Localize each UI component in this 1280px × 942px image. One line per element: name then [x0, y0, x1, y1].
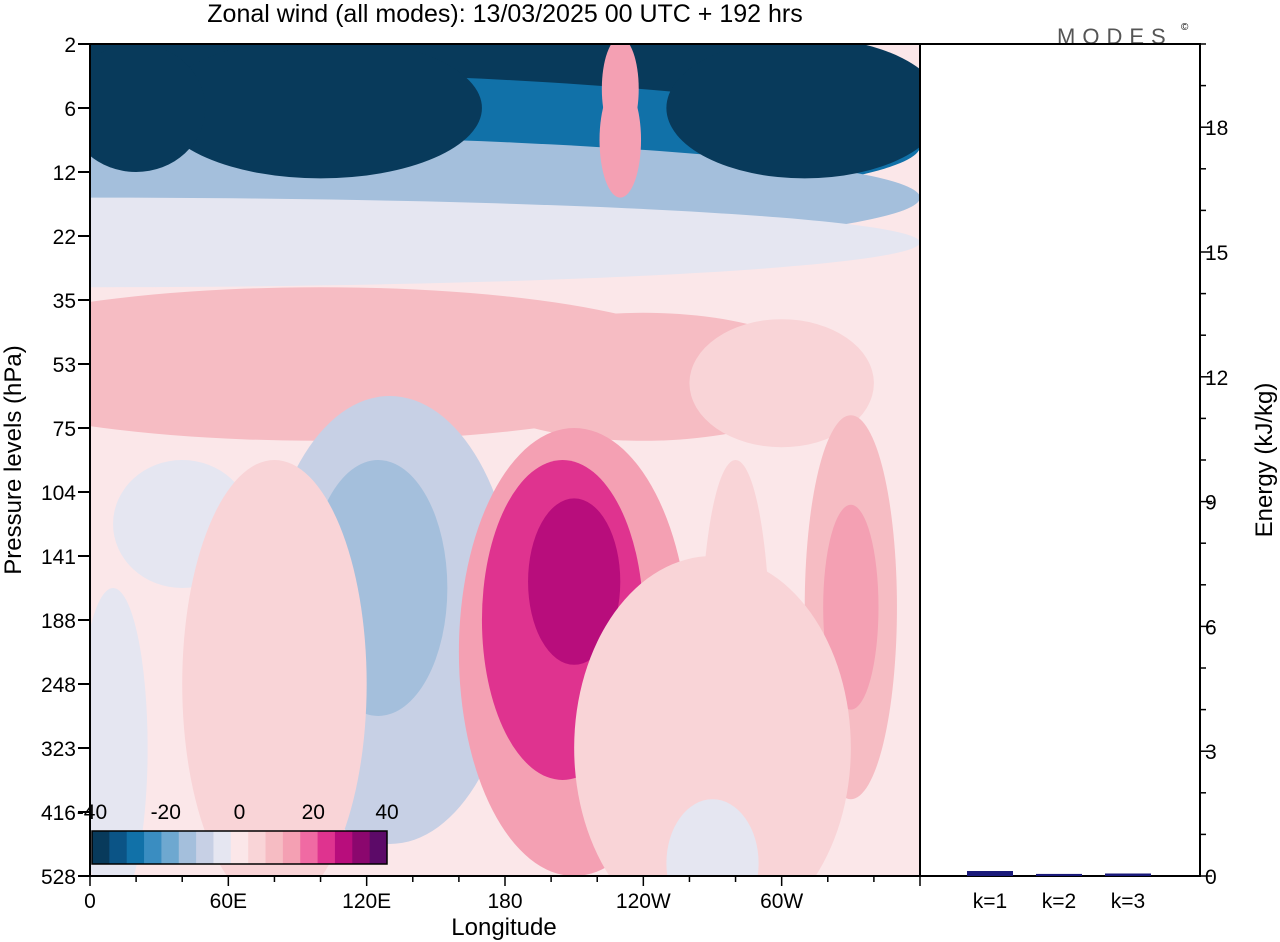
chart-title: Zonal wind (all modes): 13/03/2025 00 UT…: [207, 0, 802, 28]
longitude-tick-label: 120E: [342, 890, 391, 913]
colorbar-tick-label: -40: [77, 801, 107, 824]
pressure-tick-label: 35: [53, 290, 76, 313]
colorbar-tick-label: 40: [375, 801, 398, 824]
wind-region-17: [528, 498, 621, 665]
longitude-tick-label: 180: [487, 890, 522, 913]
colorbar-swatch: [178, 831, 197, 864]
pressure-axis-label: Pressure levels (hPa): [0, 345, 27, 574]
longitude-tick-label: 60W: [760, 890, 803, 913]
longitude-axis-label: Longitude: [451, 914, 556, 941]
pressure-tick-label: 2: [64, 34, 76, 57]
energy-tick-label: 9: [1205, 492, 1217, 515]
energy-panel-frame: [919, 43, 1201, 877]
pressure-tick-label: 188: [41, 610, 76, 633]
energy-bar-k2: [1036, 873, 1082, 876]
pressure-tick-label: 104: [41, 482, 76, 505]
colorbar-tick-label: 0: [234, 801, 246, 824]
energy-tick-label: 18: [1205, 117, 1228, 140]
colorbar-swatch: [92, 831, 110, 864]
energy-axis: 0 3 6 9 12 15 18: [1200, 43, 1228, 889]
wind-region-22: [574, 556, 851, 876]
colorbar-swatch: [161, 831, 180, 864]
svg-text:©: ©: [1181, 22, 1189, 33]
colorbar-swatch: [352, 831, 371, 864]
colorbar-swatch: [265, 831, 284, 864]
colorbar-tick-label: 20: [302, 801, 325, 824]
wind-region-5: [666, 44, 920, 179]
wind-region-21: [182, 460, 367, 876]
wind-region-8: [599, 82, 642, 198]
energy-category-label: k=2: [1042, 890, 1076, 913]
colorbar-swatch: [196, 831, 214, 864]
colorbar-swatch: [213, 831, 232, 864]
wind-contour-field: [90, 44, 920, 876]
colorbar-swatch: [126, 831, 145, 864]
energy-category-label: k=3: [1111, 890, 1145, 913]
colorbar-swatch: [369, 831, 388, 864]
energy-bar-k3: [1105, 873, 1151, 876]
colorbar-swatch: [282, 831, 301, 864]
colorbar-swatch: [334, 831, 353, 864]
energy-axis-label: Energy (kJ/kg): [1251, 383, 1278, 538]
wind-region-4: [159, 44, 482, 179]
pressure-tick-label: 12: [53, 162, 76, 185]
energy-tick-label: 6: [1205, 616, 1217, 639]
colorbar-swatch: [300, 831, 319, 864]
wind-region-3: [90, 197, 920, 288]
longitude-tick-label: 120W: [616, 890, 671, 913]
colorbar-swatch: [317, 831, 336, 864]
colorbar-tick-label: -20: [151, 801, 181, 824]
energy-tick-label: 3: [1205, 741, 1217, 764]
energy-tick-label: 15: [1205, 242, 1228, 265]
pressure-tick-label: 22: [53, 226, 76, 249]
colorbar-legend: -40 -20 0 20 40: [77, 801, 399, 865]
wind-region-19: [823, 504, 879, 710]
energy-tick-label: 12: [1205, 367, 1228, 390]
wind-region-24: [90, 588, 148, 876]
longitude-tick-label: 0: [84, 890, 96, 913]
colorbar-swatch: [248, 831, 267, 864]
wind-region-6: [90, 44, 206, 172]
wind-region-23: [666, 799, 759, 876]
energy-category-label: k=1: [973, 890, 1007, 913]
colorbar-swatch: [230, 831, 249, 864]
longitude-tick-label: 60E: [210, 890, 247, 913]
wind-region-11: [689, 319, 874, 448]
pressure-tick-label: 323: [41, 738, 76, 761]
pressure-tick-label: 528: [41, 866, 76, 889]
colorbar-swatch: [109, 831, 128, 864]
longitude-axis: 0 60E 120E 180 120W 60W: [84, 876, 921, 913]
colorbar-border: [91, 830, 388, 865]
pressure-tick-label: 53: [53, 354, 76, 377]
pressure-axis: 2 6 12 22 35 53 75 104 141 188 248 323 416 528: [41, 34, 90, 889]
energy-bars: k=1 k=2 k=3: [967, 871, 1151, 913]
energy-bar-k1: [967, 871, 1013, 876]
colorbar-swatch: [144, 831, 162, 864]
pressure-tick-label: 141: [41, 546, 76, 569]
energy-tick-label: 0: [1205, 866, 1217, 889]
pressure-tick-label: 75: [53, 418, 76, 441]
pressure-tick-label: 248: [41, 674, 76, 697]
pressure-tick-label: 416: [41, 802, 76, 825]
pressure-tick-label: 6: [64, 98, 76, 121]
